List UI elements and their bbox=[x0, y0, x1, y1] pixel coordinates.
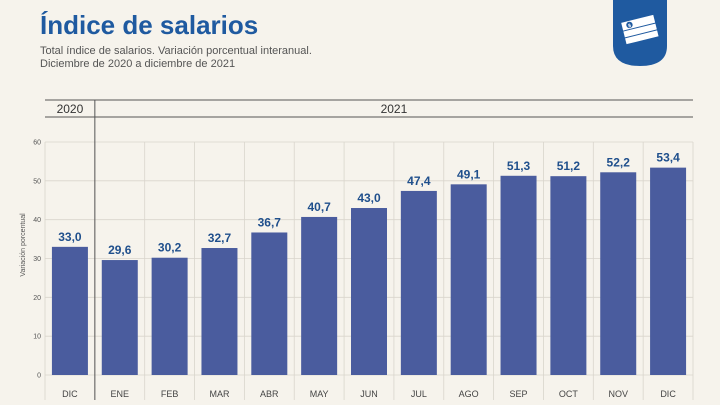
svg-text:$: $ bbox=[628, 23, 632, 30]
money-stack-icon: $ bbox=[613, 0, 667, 66]
bar-ago bbox=[450, 184, 487, 375]
subtitle-line-1: Total índice de salarios. Variación porc… bbox=[40, 45, 312, 57]
data-label: 30,2 bbox=[158, 241, 182, 255]
bar-jun bbox=[351, 208, 387, 375]
data-label: 49,1 bbox=[457, 167, 481, 181]
bar-may bbox=[301, 216, 338, 375]
data-label: 51,3 bbox=[507, 159, 531, 173]
subtitle-line-2: Diciembre de 2020 a diciembre de 2021 bbox=[40, 58, 236, 70]
x-category-label: JUN bbox=[360, 389, 378, 399]
y-tick-label: 60 bbox=[33, 140, 41, 147]
bar-nov bbox=[600, 172, 637, 375]
banknotes: $ bbox=[619, 13, 660, 46]
x-category-label: ABR bbox=[260, 389, 279, 399]
x-category-label: ENE bbox=[111, 389, 130, 399]
year-group-label: 2021 bbox=[381, 102, 408, 116]
bar-ene bbox=[101, 260, 138, 375]
y-tick-label: 30 bbox=[33, 256, 41, 263]
y-tick-label: 0 bbox=[37, 373, 41, 380]
x-category-label: NOV bbox=[608, 389, 628, 399]
bar-dic bbox=[650, 167, 687, 375]
data-label: 32,7 bbox=[208, 231, 232, 245]
data-label: 52,2 bbox=[607, 155, 631, 169]
bar-jul bbox=[400, 190, 437, 375]
data-label: 40,7 bbox=[307, 200, 331, 214]
x-category-label: DIC bbox=[660, 389, 676, 399]
x-category-label: DIC bbox=[62, 389, 78, 399]
bar-abr bbox=[251, 232, 288, 375]
y-tick-label: 20 bbox=[33, 295, 41, 302]
data-label: 33,0 bbox=[58, 230, 82, 244]
x-category-label: JUL bbox=[411, 389, 427, 399]
x-category-label: OCT bbox=[559, 389, 579, 399]
data-label: 47,4 bbox=[407, 174, 431, 188]
data-label: 36,7 bbox=[258, 215, 282, 229]
data-label: 51,2 bbox=[557, 159, 581, 173]
data-label: 53,4 bbox=[656, 151, 680, 165]
y-axis-label: Variación porcentual bbox=[20, 213, 27, 277]
year-group-label: 2020 bbox=[57, 102, 84, 116]
bar-sep bbox=[500, 175, 537, 375]
y-tick-label: 10 bbox=[33, 334, 41, 341]
bar-oct bbox=[550, 176, 587, 375]
bar-mar bbox=[201, 248, 238, 375]
x-category-label: SEP bbox=[510, 389, 528, 399]
y-tick-label: 40 bbox=[33, 217, 41, 224]
x-category-label: FEB bbox=[161, 389, 179, 399]
page-title: Índice de salarios bbox=[40, 10, 259, 40]
y-tick-label: 50 bbox=[33, 178, 41, 185]
x-category-label: MAY bbox=[310, 389, 329, 399]
bar-feb bbox=[151, 257, 188, 375]
x-category-label: AGO bbox=[459, 389, 479, 399]
data-label: 29,6 bbox=[108, 243, 132, 257]
data-label: 43,0 bbox=[357, 191, 381, 205]
x-category-label: MAR bbox=[209, 389, 230, 399]
bar-dic bbox=[51, 246, 88, 375]
